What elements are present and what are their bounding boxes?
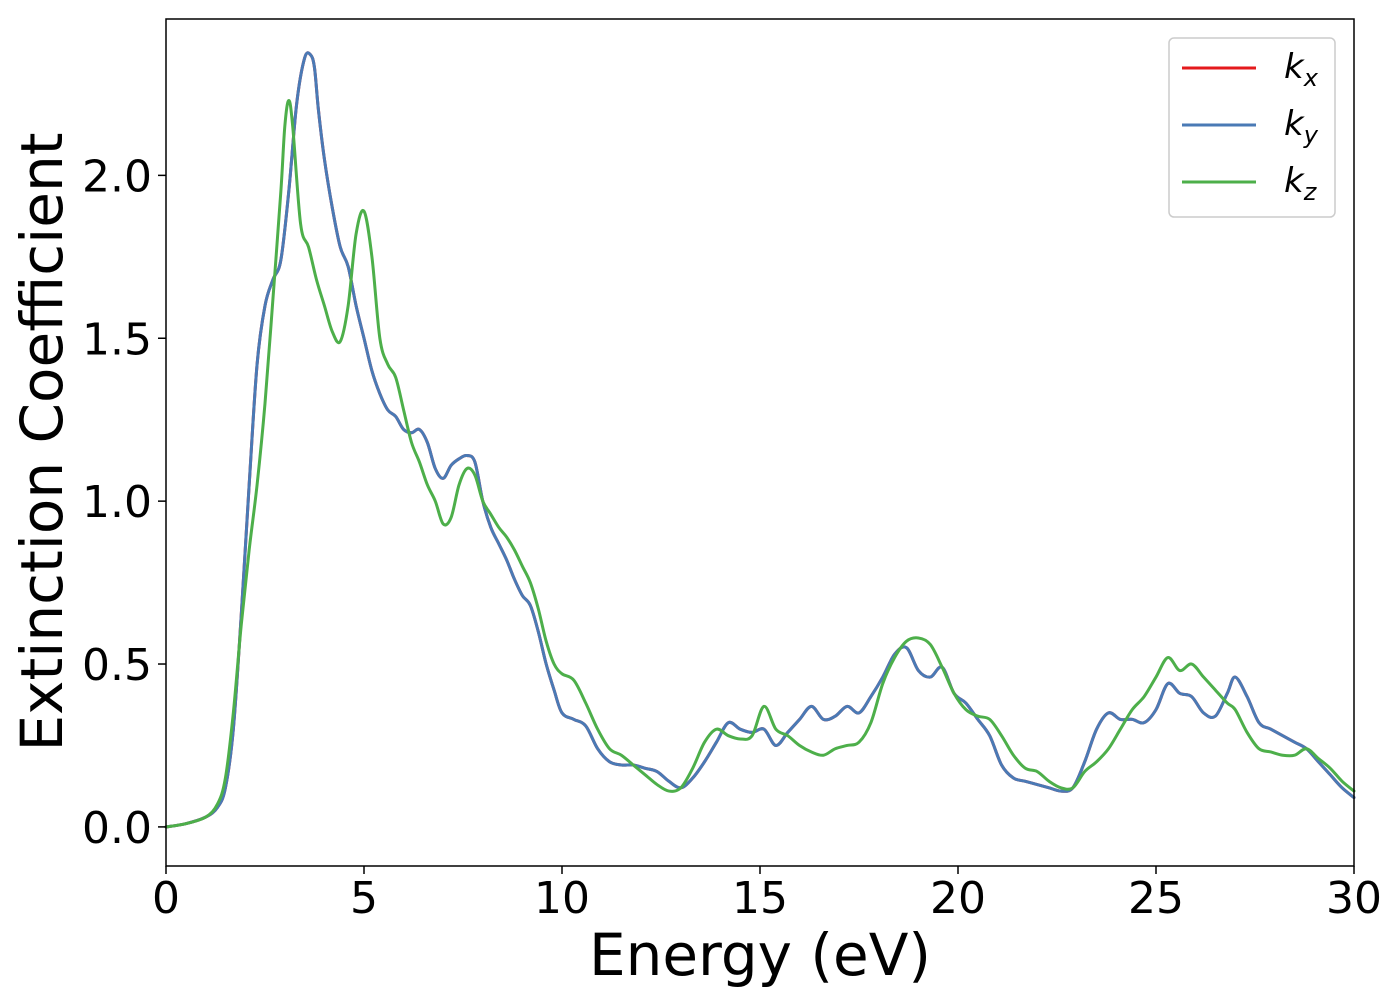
y-tick-label: 0.0: [82, 803, 152, 854]
legend-label-base: k: [1284, 161, 1305, 201]
legend-label-subscript: y: [1303, 121, 1319, 149]
y-axis-ticks: 0.0 0.5 1.0 1.5 2.0: [82, 151, 166, 854]
x-tick-label: 30: [1326, 873, 1382, 924]
series-line-ky: [164, 51, 1356, 829]
y-tick-label: 1.0: [82, 477, 152, 528]
x-tick-label: 20: [930, 873, 986, 924]
legend-label-ky: ky: [1284, 104, 1319, 149]
x-axis-title: Energy (eV): [589, 921, 931, 989]
series-line-kz: [164, 98, 1356, 829]
legend-label-kz: kz: [1284, 161, 1318, 206]
legend-box: [1168, 37, 1336, 218]
x-tick-label: 0: [152, 873, 180, 924]
legend-label-kx: kx: [1284, 47, 1319, 92]
y-tick-label: 0.5: [82, 640, 152, 691]
x-tick-label: 5: [350, 873, 378, 924]
x-tick-label: 25: [1128, 873, 1184, 924]
x-tick-label: 15: [732, 873, 788, 924]
series-layer: [164, 51, 1356, 829]
y-axis-title: Extinction Coefficient: [8, 133, 76, 752]
legend-label-base: k: [1284, 104, 1305, 144]
legend-label-subscript: z: [1303, 178, 1318, 206]
legend-label-subscript: x: [1303, 64, 1319, 92]
legend-label-base: k: [1284, 47, 1305, 87]
y-tick-label: 1.5: [82, 314, 152, 365]
y-tick-label: 2.0: [82, 151, 152, 202]
x-tick-label: 10: [534, 873, 590, 924]
x-axis-ticks: 0 5 10 15 20 25 30: [152, 866, 1382, 924]
